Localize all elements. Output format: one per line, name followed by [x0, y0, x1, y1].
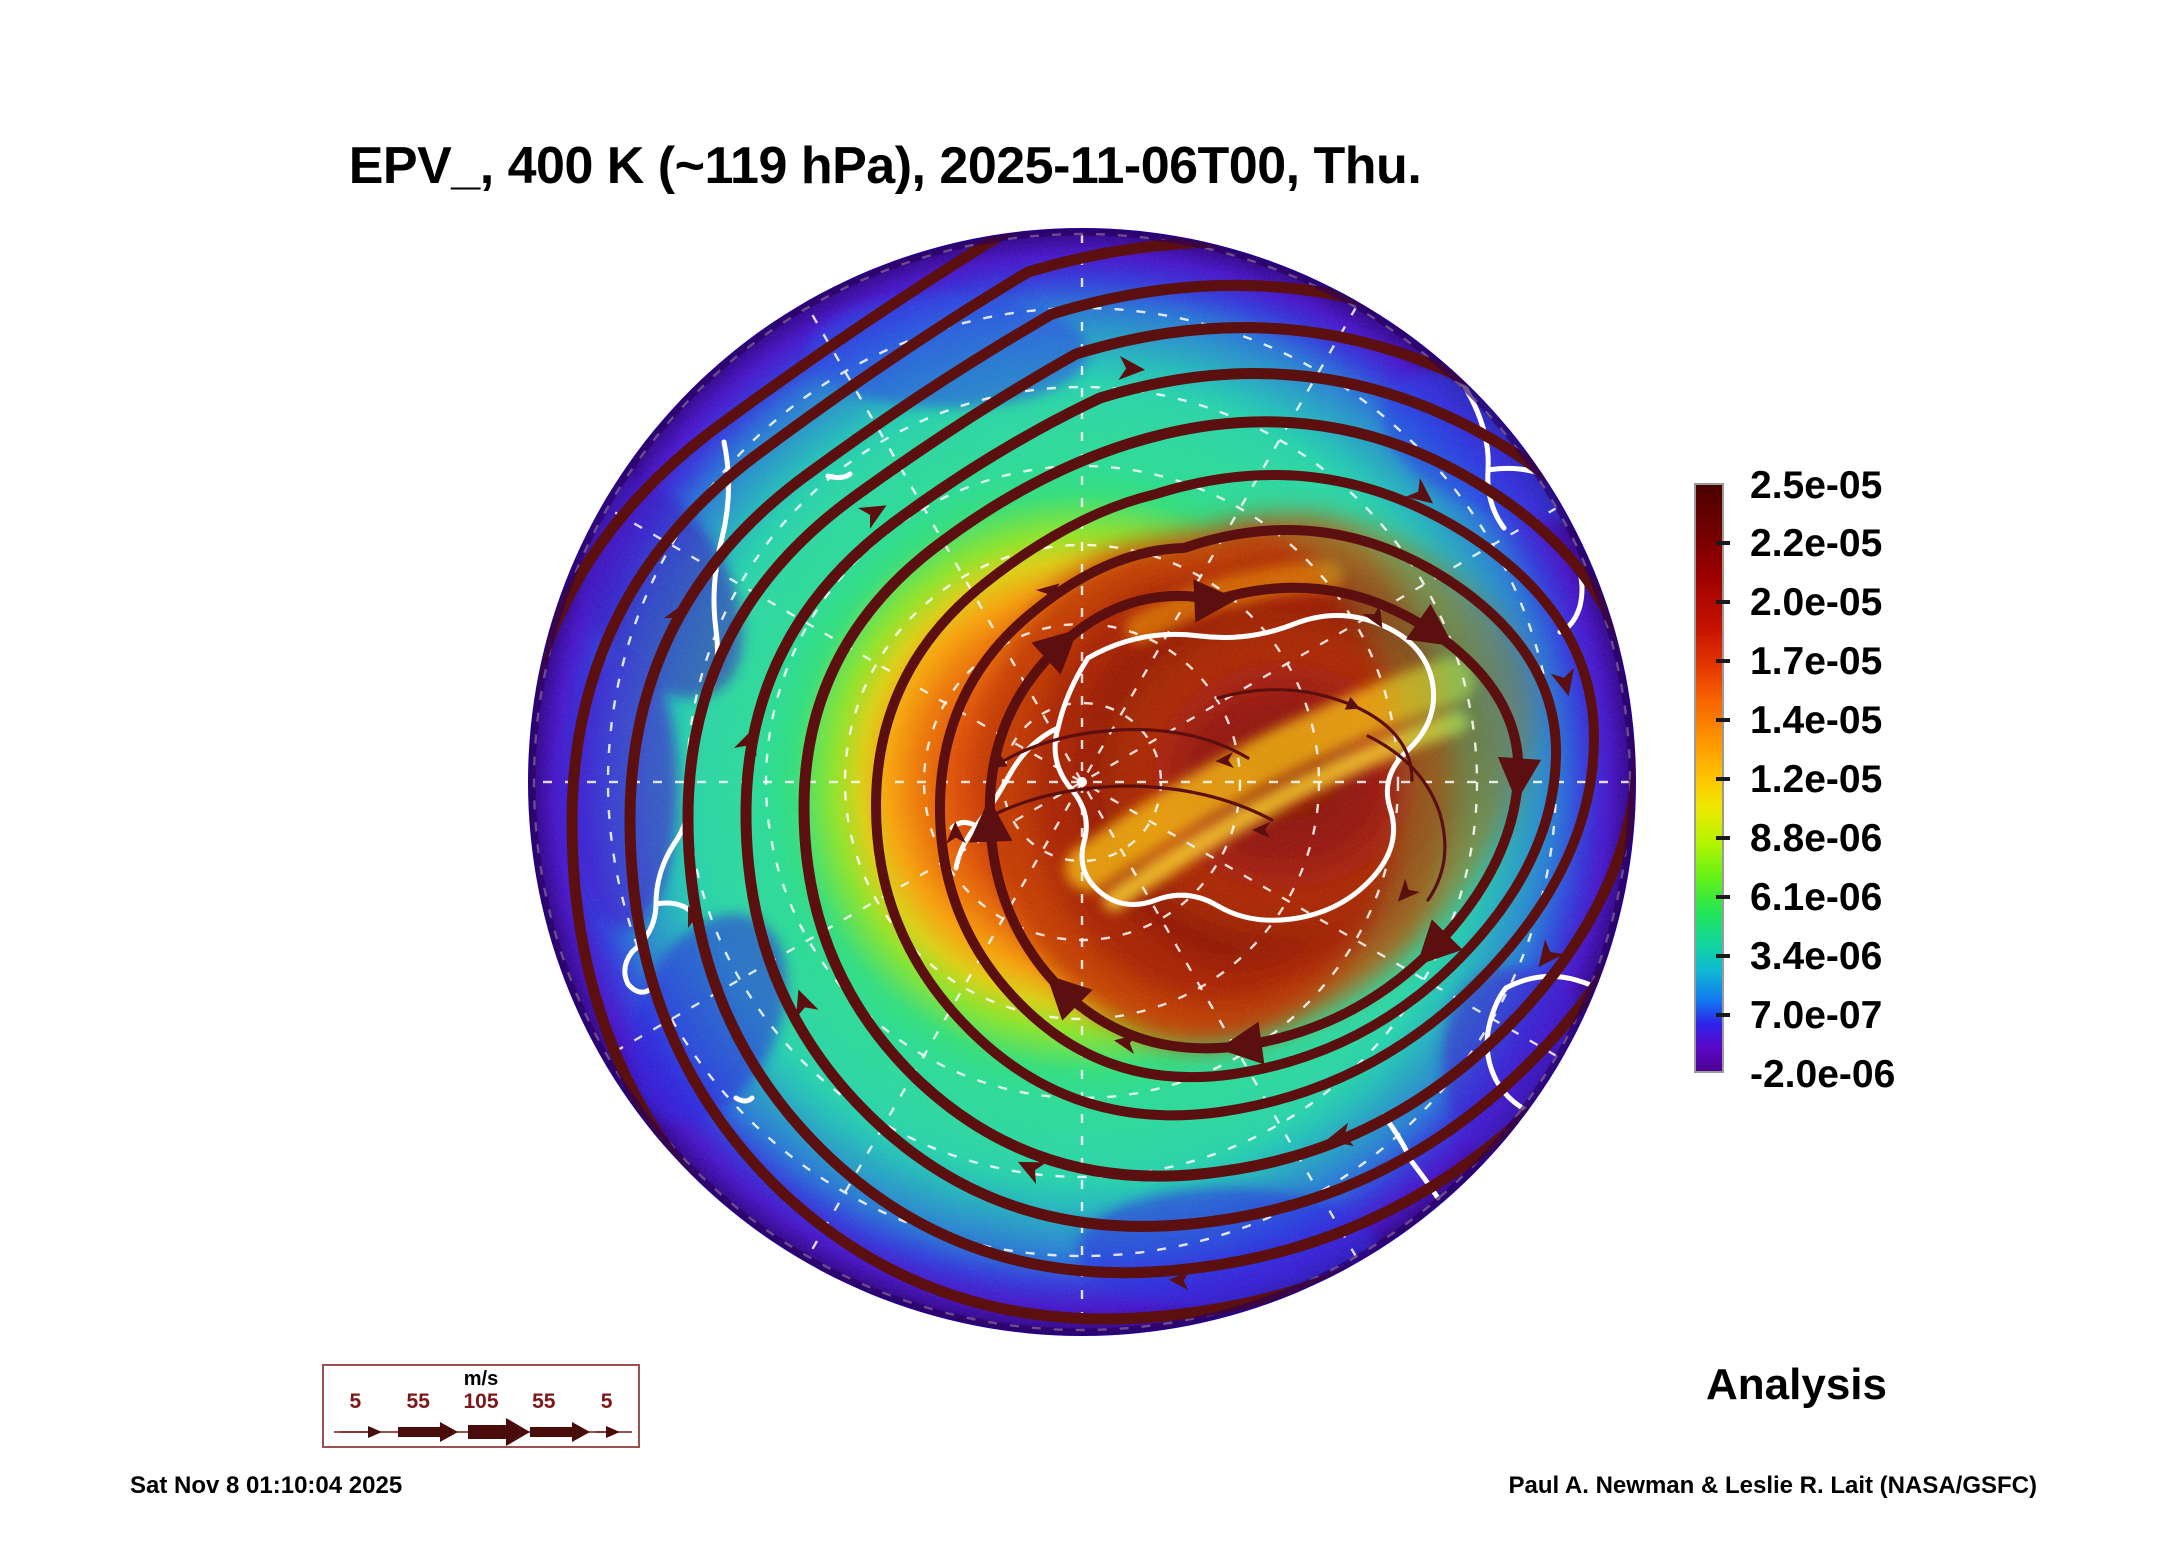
streamline-arrowheads	[664, 356, 1590, 1290]
generation-timestamp: Sat Nov 8 01:10:04 2025	[130, 1472, 403, 1499]
author-credit: Paul A. Newman & Leslie R. Lait (NASA/GS…	[1508, 1472, 2037, 1499]
colorbar-label-3: 1.7e-05	[1750, 640, 1883, 683]
colorbar-tick	[1716, 659, 1730, 663]
wind-tick-1: 55	[406, 1390, 430, 1413]
polar-map-panel[interactable]	[528, 228, 1636, 1336]
colorbar-label-10: -2.0e-06	[1750, 1053, 1896, 1096]
wind-arrow-scale	[334, 1418, 632, 1446]
wind-tick-2: 105	[463, 1390, 499, 1413]
page-title: EPV_, 400 K (~119 hPa), 2025-11-06T00, T…	[348, 137, 1422, 195]
disc-edge-ring	[529, 229, 1635, 1335]
colorbar-tick	[1716, 541, 1730, 545]
colorbar-label-4: 1.4e-05	[1750, 699, 1883, 742]
colorbar-label-6: 8.8e-06	[1750, 817, 1883, 860]
wind-tick-4: 5	[600, 1390, 613, 1413]
pole-marker	[1077, 777, 1087, 787]
colorbar-label-7: 6.1e-06	[1750, 876, 1883, 919]
colorbar-tick	[1716, 777, 1730, 781]
colorbar-label-8: 3.4e-06	[1750, 935, 1883, 978]
colorbar-tick	[1716, 1013, 1730, 1017]
colorbar-tick	[1716, 954, 1730, 958]
wind-units-label: m/s	[463, 1368, 499, 1390]
colorbar-tick	[1716, 718, 1730, 722]
wind-tick-3: 55	[532, 1390, 556, 1413]
map-svg	[529, 229, 1635, 1335]
colorbar-label-5: 1.2e-05	[1750, 758, 1883, 801]
colorbar-tick	[1716, 600, 1730, 604]
colorbar-tick	[1716, 836, 1730, 840]
wind-speed-legend: m/s 5 55 105 55 5	[322, 1364, 640, 1448]
wind-tick-0: 5	[349, 1390, 362, 1413]
map-content	[529, 229, 1635, 1335]
colorbar-label-9: 7.0e-07	[1750, 994, 1883, 1037]
colorbar-label-2: 2.0e-05	[1750, 581, 1883, 624]
colorbar-label-1: 2.2e-05	[1750, 522, 1883, 565]
globe-disc	[528, 228, 1636, 1336]
wind-tick-labels: 5 55 105 55 5	[324, 1390, 638, 1414]
colorbar-tick	[1716, 895, 1730, 899]
analysis-label: Analysis	[1706, 1360, 1887, 1409]
colorbar: 2.5e-05 2.2e-05 2.0e-05 1.7e-05 1.4e-05 …	[1694, 464, 2114, 1096]
colorbar-label-0: 2.5e-05	[1750, 464, 1883, 507]
